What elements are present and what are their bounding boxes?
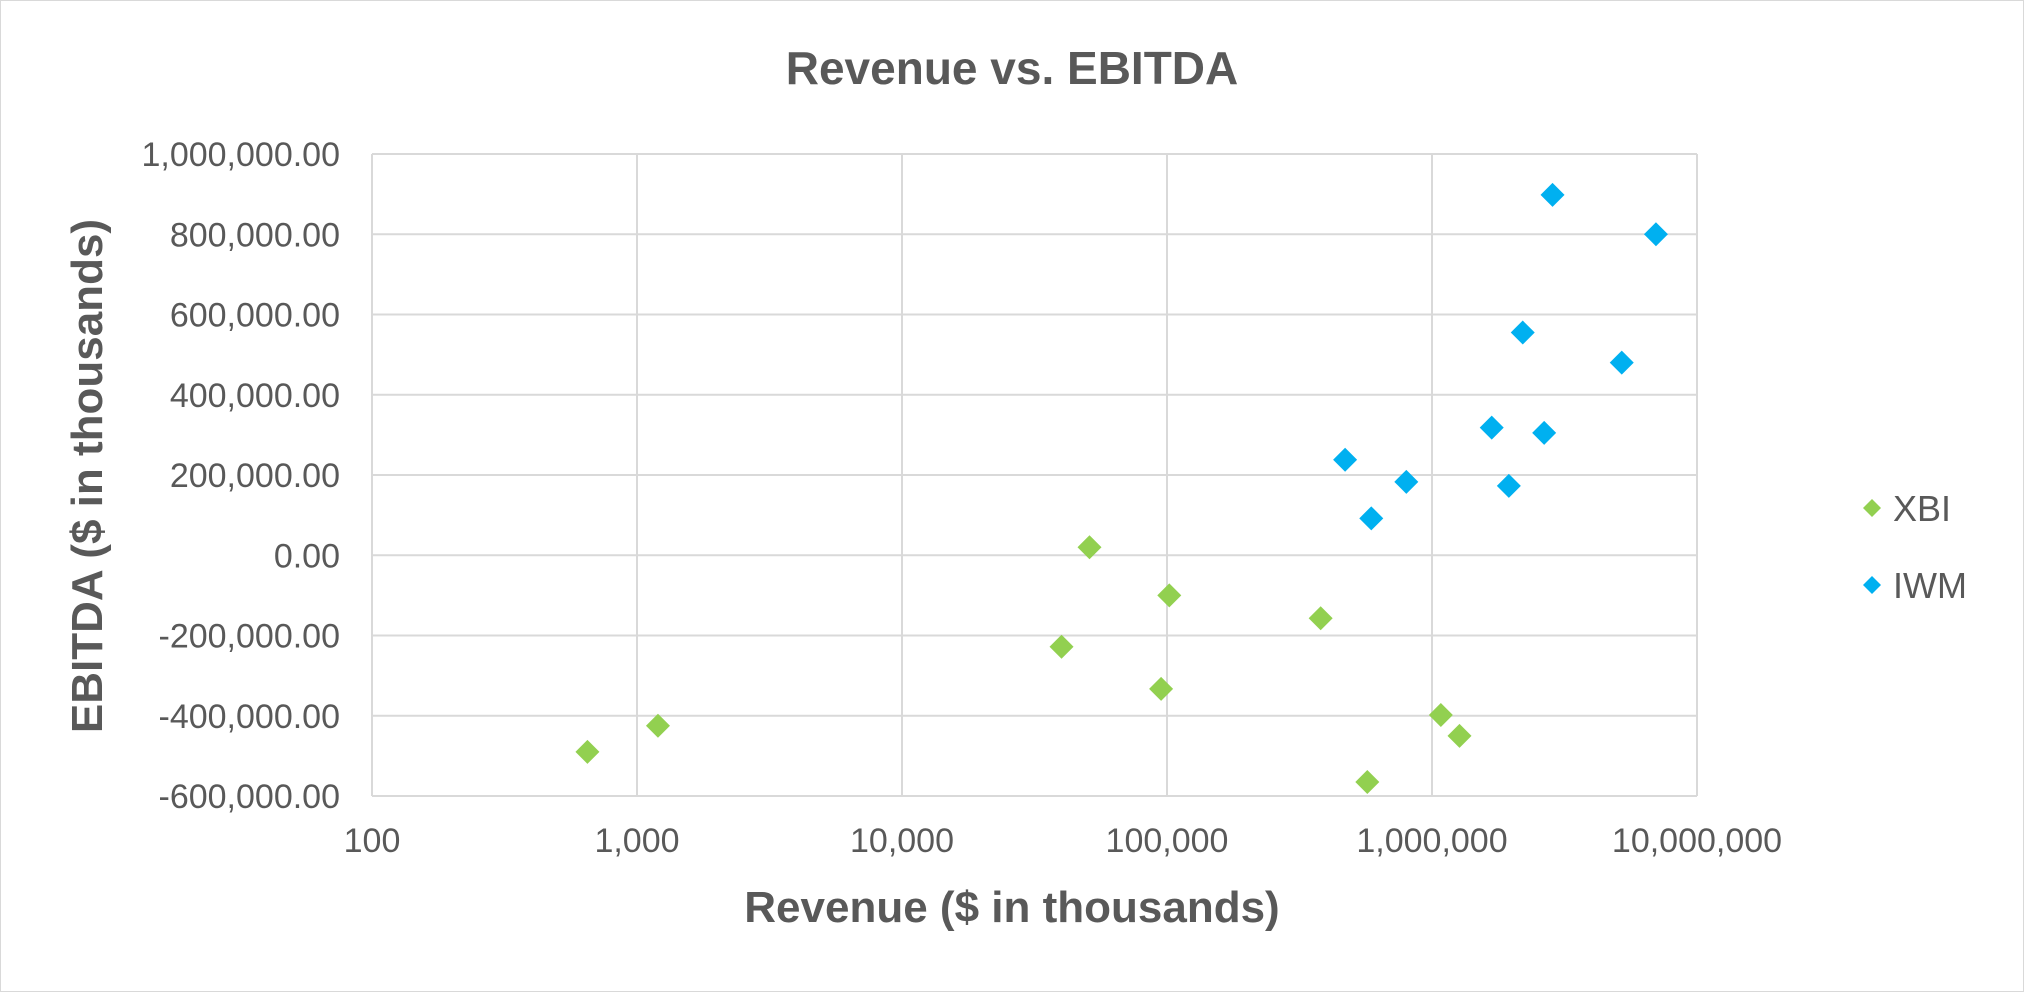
- legend-label-xbi: XBI: [1893, 488, 1951, 529]
- y-axis-tick-labels: 1,000,000.00 800,000.00 600,000.00 400,000.…: [141, 136, 340, 816]
- y-tick-label: 600,000.00: [170, 297, 340, 335]
- legend-marker-iwm: [1863, 576, 1881, 594]
- xbi-point: [645, 713, 670, 738]
- y-tick-label: 400,000.00: [170, 377, 340, 415]
- iwm-point: [1510, 320, 1535, 345]
- iwm-point: [1359, 506, 1384, 531]
- iwm-point: [1609, 350, 1634, 375]
- iwm-point: [1333, 447, 1358, 472]
- xbi-point: [1308, 606, 1333, 631]
- xbi-point: [575, 739, 600, 764]
- y-tick-label: -600,000.00: [159, 778, 341, 816]
- legend-marker-xbi: [1863, 499, 1881, 517]
- y-axis-title: EBITDA ($ in thousands): [63, 219, 112, 733]
- xbi-point: [1049, 634, 1074, 659]
- x-tick-label: 10,000: [850, 822, 954, 860]
- iwm-point: [1540, 182, 1565, 207]
- xbi-point: [1157, 583, 1182, 608]
- y-tick-label: -400,000.00: [159, 698, 341, 736]
- xbi-point: [1355, 769, 1380, 794]
- iwm-point: [1532, 420, 1557, 445]
- y-tick-label: -200,000.00: [159, 618, 341, 656]
- x-tick-label: 10,000,000: [1612, 822, 1782, 860]
- x-axis-tick-labels: 100 1,000 10,000 100,000 1,000,000 10,000,000: [344, 822, 1782, 860]
- gridlines: [371, 153, 1698, 797]
- iwm-point: [1643, 222, 1668, 247]
- data-points: [575, 182, 1668, 794]
- chart-title: Revenue vs. EBITDA: [786, 42, 1238, 94]
- xbi-point: [1149, 676, 1174, 701]
- legend-label-iwm: IWM: [1893, 565, 1967, 606]
- x-tick-label: 100,000: [1106, 822, 1229, 860]
- iwm-point: [1479, 415, 1504, 440]
- y-tick-label: 800,000.00: [170, 216, 340, 254]
- y-tick-label: 200,000.00: [170, 457, 340, 495]
- x-tick-label: 1,000,000: [1356, 822, 1507, 860]
- xbi-point: [1428, 702, 1453, 727]
- x-tick-label: 1,000: [594, 822, 679, 860]
- xbi-point: [1077, 535, 1102, 560]
- x-tick-label: 100: [344, 822, 401, 860]
- y-tick-label: 0.00: [274, 537, 340, 575]
- xbi-point: [1447, 723, 1472, 748]
- iwm-point: [1394, 469, 1419, 494]
- iwm-point: [1496, 473, 1521, 498]
- legend: XBI IWM: [1863, 488, 1967, 606]
- y-tick-label: 1,000,000.00: [141, 136, 340, 174]
- x-axis-title: Revenue ($ in thousands): [744, 883, 1279, 932]
